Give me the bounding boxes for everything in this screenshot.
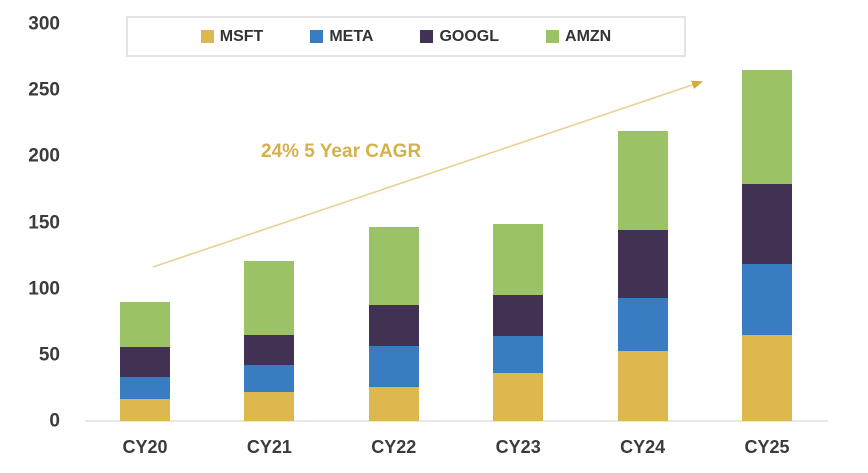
x-tick-label-CY25: CY25 [744,437,790,457]
bar-CY20 [120,301,170,421]
bar-segment-AMZN [493,223,544,296]
legend-label: MSFT [219,27,264,45]
bar-segment-MSFT [120,398,170,421]
legend-item-MSFT: MSFT [200,27,264,45]
bar-segment-GOOGL [368,304,419,346]
legend-item-AMZN: AMZN [546,27,612,45]
bar-segment-MSFT [742,334,792,421]
legend-label: GOOGL [439,27,500,45]
y-tick-label: 0 [49,410,60,432]
bar-segment-META [368,345,419,387]
bar-segment-AMZN [617,131,668,231]
y-tick-label: 250 [28,79,60,101]
bar-CY23 [493,223,544,421]
bar-segment-GOOGL [493,295,544,337]
legend-label: AMZN [565,27,612,45]
bar-segment-MSFT [617,350,668,421]
bar-segment-MSFT [493,373,544,421]
y-tick-label: 50 [38,344,60,366]
bar-segment-GOOGL [617,230,668,298]
bar-CY25 [742,70,792,421]
x-tick-label-CY21: CY21 [246,437,292,457]
bar-segment-MSFT [368,386,419,421]
y-tick-label: 200 [28,145,60,167]
bar-segment-META [617,297,668,351]
bar-CY21 [244,260,295,421]
y-tick-label: 150 [28,212,60,233]
bar-CY22 [368,226,419,421]
bar-segment-AMZN [368,226,419,305]
x-axis-line [85,420,828,422]
legend-swatch-icon [310,30,324,43]
x-tick-label-CY20: CY20 [122,437,168,457]
bar-segment-META [493,336,544,374]
bar-segment-GOOGL [742,184,792,264]
legend-item-GOOGL: GOOGL [420,27,500,45]
bar-segment-AMZN [244,260,295,336]
bar-segment-META [244,365,295,392]
bar-segment-AMZN [120,301,170,347]
cagr-annotation-label: 24% 5 Year CAGR [261,141,422,162]
bar-CY24 [617,131,668,421]
bar-segment-MSFT [244,391,295,421]
legend-swatch-icon [200,30,214,43]
y-tick-label: 300 [28,13,60,35]
legend: MSFT META GOOGL AMZN [126,16,686,57]
bar-segment-META [742,263,792,335]
x-tick-label-CY24: CY24 [620,437,666,457]
bar-segment-GOOGL [244,335,295,366]
bar-segment-AMZN [742,70,792,185]
legend-label: META [329,27,374,45]
y-tick-label: 100 [28,278,60,300]
legend-swatch-icon [420,30,434,43]
bar-segment-META [120,377,170,399]
legend-item-META: META [310,27,374,45]
x-tick-label-CY22: CY22 [371,437,417,457]
legend-swatch-icon [546,30,560,43]
bar-segment-GOOGL [120,346,170,378]
x-tick-label-CY23: CY23 [495,437,541,457]
